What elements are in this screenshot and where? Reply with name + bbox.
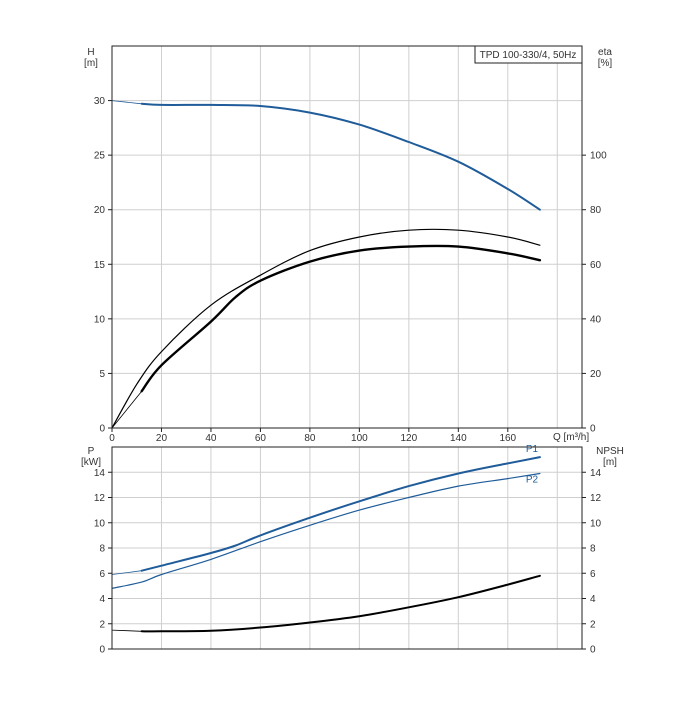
power-p1-curve (140, 456, 541, 572)
npsh-tick-label: 2 (590, 619, 596, 630)
top-panel-grid (112, 45, 582, 428)
head-axis-label: H (87, 47, 94, 58)
eta-tick-label: 40 (590, 314, 602, 325)
top-panel-frame (111, 45, 583, 429)
head-tick-label: 20 (94, 205, 106, 216)
npsh-curve (140, 574, 541, 633)
npsh-axis-unit: [m] (603, 457, 617, 468)
power-axis-label: P (88, 446, 95, 457)
flow-axis-label: Q [m³/h] (553, 432, 589, 443)
power-tick-label: 2 (99, 619, 105, 630)
eta-tick-label: 80 (590, 205, 602, 216)
npsh-tick-label: 14 (590, 468, 602, 479)
x-tick-label: 80 (304, 433, 316, 444)
power-axis-unit: [kW] (81, 457, 101, 468)
head-tick-label: 5 (99, 369, 105, 380)
efficiency-upper-curve (111, 228, 541, 429)
model-label: TPD 100-330/4, 50Hz (480, 50, 577, 61)
x-tick-label: 100 (351, 433, 368, 444)
bottom-panel-curves (111, 456, 541, 633)
x-tick-label: 160 (499, 433, 516, 444)
bottom-panel-ticks: 0 2 4 6 8 10 12 14 0 2 4 6 8 10 12 14 (94, 468, 602, 656)
efficiency-lower-curve (140, 244, 542, 393)
head-tick-label: 0 (99, 424, 105, 435)
head-curve (140, 102, 541, 211)
x-tick-label: 0 (109, 433, 115, 444)
eta-axis-unit: [%] (598, 58, 613, 69)
power-tick-label: 8 (99, 544, 105, 555)
head-axis-unit: [m] (84, 58, 98, 69)
power-tick-label: 12 (94, 493, 106, 504)
head-tick-label: 15 (94, 260, 106, 271)
npsh-tick-label: 8 (590, 544, 596, 555)
x-tick-label: 120 (400, 433, 417, 444)
eta-tick-label: 60 (590, 260, 602, 271)
x-tick-label: 140 (450, 433, 467, 444)
model-label-box (474, 45, 583, 64)
eta-tick-label: 100 (590, 151, 607, 162)
x-tick-label: 40 (205, 433, 217, 444)
top-panel-curves (111, 100, 542, 429)
x-tick-label: 20 (156, 433, 168, 444)
power-p2-curve (111, 472, 541, 589)
head-tick-label: 30 (94, 96, 106, 107)
npsh-tick-label: 6 (590, 569, 596, 580)
npsh-tick-label: 12 (590, 493, 602, 504)
head-tick-label: 25 (94, 151, 106, 162)
efficiency-lower-curve-extension (111, 390, 143, 429)
power-tick-label: 0 (99, 645, 105, 656)
npsh-tick-label: 10 (590, 518, 602, 529)
top-panel-ticks: 0 20 40 60 80 100 120 140 160 0 5 10 15 20 25 30 0 20 40 60… (94, 96, 607, 444)
npsh-axis-label: NPSH (596, 446, 624, 457)
npsh-tick-label: 4 (590, 594, 596, 605)
power-tick-label: 14 (94, 468, 106, 479)
eta-tick-label: 0 (590, 424, 596, 435)
eta-tick-label: 20 (590, 369, 602, 380)
bottom-panel-series-labels: P1 P2 (526, 444, 539, 485)
power-p1-curve-extension (111, 570, 142, 575)
head-curve-extension (111, 100, 142, 105)
power-tick-label: 10 (94, 518, 106, 529)
x-tick-label: 60 (255, 433, 267, 444)
head-tick-label: 10 (94, 314, 106, 325)
series-label-p2: P2 (526, 475, 539, 486)
power-tick-label: 6 (99, 569, 105, 580)
npsh-tick-label: 0 (590, 645, 596, 656)
series-label-p1: P1 (526, 444, 539, 455)
npsh-curve-extension (111, 629, 142, 632)
eta-axis-label: eta (598, 47, 612, 58)
power-tick-label: 4 (99, 594, 105, 605)
